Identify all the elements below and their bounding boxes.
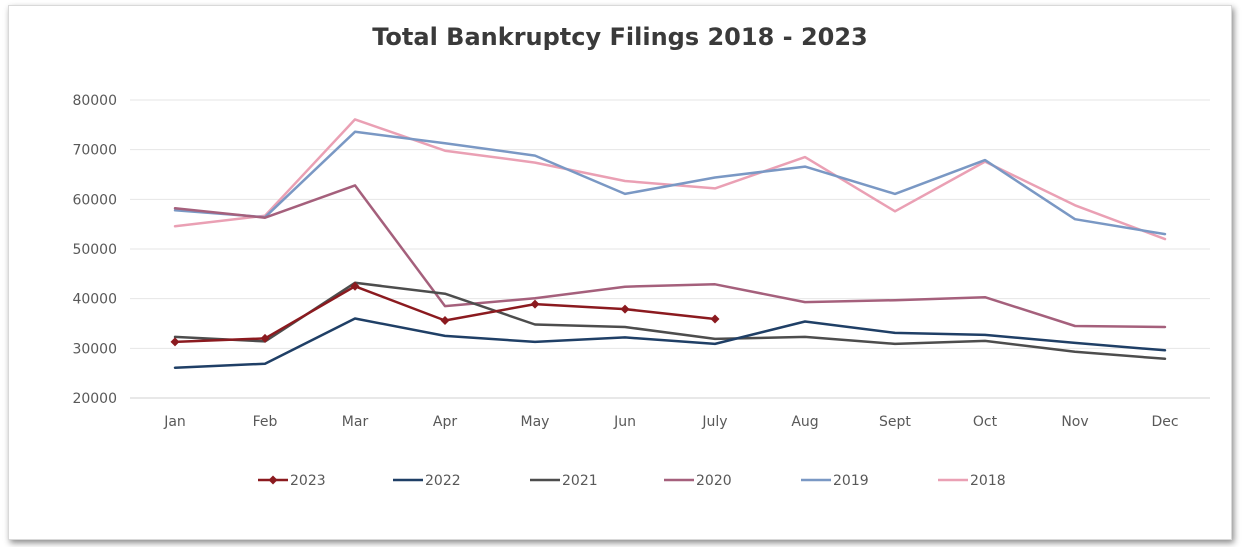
- chart-title: Total Bankruptcy Filings 2018 - 2023: [372, 23, 868, 51]
- x-tick-label: May: [521, 414, 550, 430]
- legend-label-2020: 2020: [696, 473, 732, 489]
- point-marker-2023: [170, 337, 180, 347]
- legend-marker-2023: [268, 475, 278, 485]
- x-tick-label: Apr: [433, 414, 457, 430]
- point-marker-2023: [440, 316, 450, 326]
- series-line-2022: [173, 317, 1167, 369]
- y-axis-labels: 20000 30000 40000 50000 60000 70000 80000: [72, 93, 117, 407]
- x-tick-label: Jun: [613, 414, 636, 430]
- series-lines: [170, 118, 1167, 369]
- series-line-2019: [173, 130, 1167, 236]
- legend-label-2022: 2022: [425, 473, 461, 489]
- series-line-2018: [173, 118, 1167, 241]
- y-tick-label: 70000: [72, 143, 117, 159]
- point-marker-2023: [260, 333, 270, 343]
- point-marker-2023: [710, 314, 720, 324]
- x-tick-label: Aug: [791, 414, 818, 430]
- y-tick-label: 30000: [72, 341, 117, 357]
- point-marker-2023: [620, 304, 630, 314]
- legend: 2023 2022 2021 2020 2019 2018: [258, 473, 1006, 489]
- x-tick-label: Jan: [163, 414, 186, 430]
- x-tick-label: July: [701, 414, 727, 430]
- x-tick-label: Dec: [1151, 414, 1178, 430]
- y-tick-label: 50000: [72, 242, 117, 258]
- legend-label-2018: 2018: [970, 473, 1006, 489]
- point-marker-2023: [350, 281, 360, 291]
- y-tick-label: 20000: [72, 391, 117, 407]
- x-tick-label: Feb: [253, 414, 278, 430]
- gridlines: [130, 99, 1210, 399]
- series-line-2021: [173, 281, 1167, 361]
- point-marker-2023: [530, 299, 540, 309]
- y-tick-label: 80000: [72, 93, 117, 109]
- x-axis-labels: Jan Feb Mar Apr May Jun July Aug Sept Oct Nov Dec: [163, 414, 1178, 430]
- x-tick-label: Sept: [879, 414, 911, 430]
- y-tick-label: 40000: [72, 292, 117, 308]
- y-tick-label: 60000: [72, 192, 117, 208]
- x-tick-label: Oct: [973, 414, 998, 430]
- x-tick-label: Mar: [342, 414, 369, 430]
- x-tick-label: Nov: [1061, 414, 1088, 430]
- legend-label-2019: 2019: [833, 473, 869, 489]
- legend-label-2021: 2021: [562, 473, 598, 489]
- series-line-2020: [173, 184, 1167, 329]
- chart-frame: [8, 5, 1232, 540]
- legend-label-2023: 2023: [290, 473, 326, 489]
